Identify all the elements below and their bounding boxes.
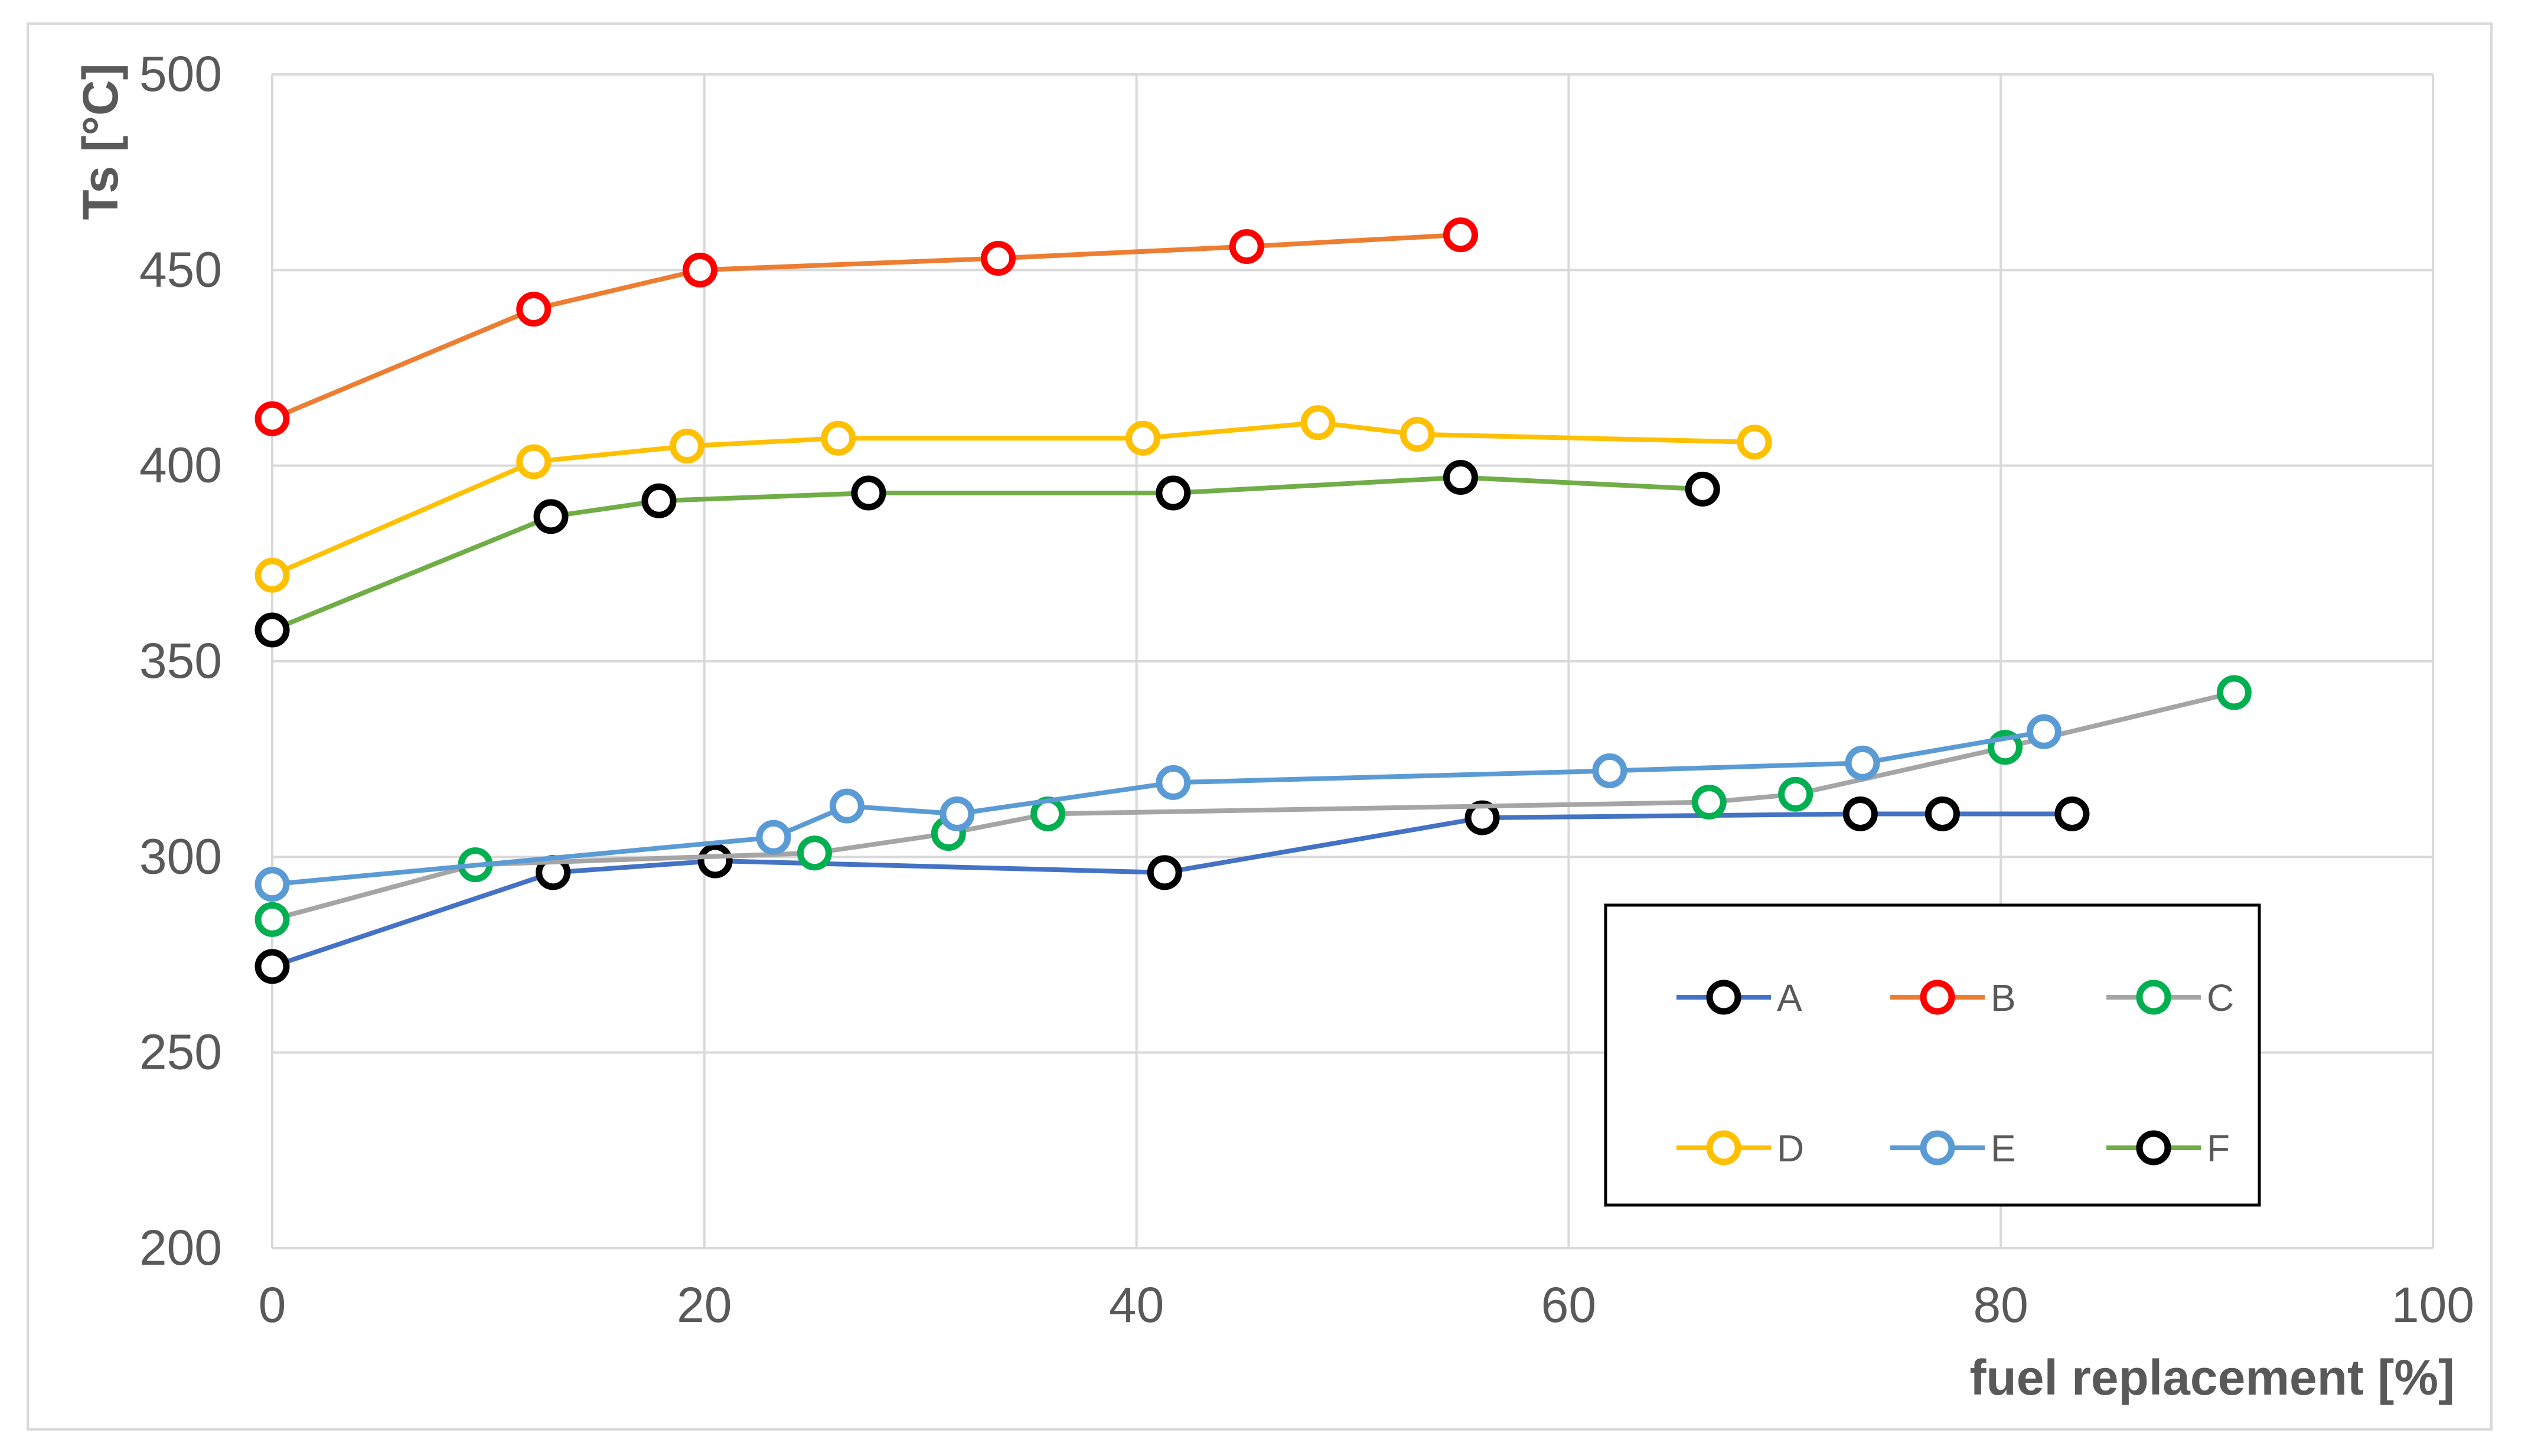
legend-marker	[2136, 980, 2171, 1015]
data-point	[1845, 745, 1880, 781]
data-point	[797, 835, 832, 871]
series-D	[255, 405, 1772, 593]
data-point	[1147, 855, 1182, 890]
data-point	[821, 420, 856, 456]
data-point	[1443, 217, 1478, 253]
legend-label: C	[2207, 977, 2234, 1019]
legend-item: A	[1676, 977, 1802, 1019]
series-line	[271, 420, 1755, 577]
x-axis-title: fuel replacement [%]	[1969, 1350, 2455, 1405]
data-point	[641, 483, 677, 518]
x-tick-label: 60	[1541, 1277, 1596, 1333]
data-point	[1126, 420, 1161, 456]
x-tick-label: 40	[1109, 1277, 1164, 1333]
data-point	[940, 796, 975, 831]
data-point	[255, 401, 290, 436]
x-tick-label: 20	[677, 1277, 732, 1333]
x-tick-label: 100	[2392, 1277, 2474, 1333]
data-point	[1737, 425, 1772, 460]
data-point	[851, 475, 886, 511]
legend-marker	[1706, 980, 1741, 1015]
legend-label: E	[1991, 1127, 2016, 1170]
data-point	[980, 240, 1016, 276]
y-tick-label: 250	[139, 1024, 222, 1080]
data-point	[1842, 796, 1878, 831]
data-point	[255, 902, 290, 937]
data-point	[1156, 475, 1191, 511]
legend-item: E	[1890, 1127, 2016, 1170]
data-point	[1229, 229, 1264, 265]
data-point	[1443, 460, 1478, 495]
data-point	[516, 444, 552, 479]
data-point	[2054, 796, 2090, 831]
legend-label: B	[1991, 977, 2016, 1019]
data-point	[1592, 753, 1627, 789]
series-C	[255, 675, 2252, 937]
data-point	[1300, 405, 1336, 440]
data-point	[516, 292, 552, 327]
y-tick-label: 500	[139, 46, 222, 102]
x-tick-label: 80	[1973, 1277, 2028, 1333]
legend-label: D	[1777, 1127, 1804, 1170]
y-tick-label: 400	[139, 438, 222, 493]
data-point	[756, 820, 791, 855]
x-tick-label: 0	[259, 1277, 286, 1333]
legend-item: D	[1676, 1127, 1804, 1170]
y-tick-label: 300	[139, 828, 222, 884]
data-point	[255, 557, 290, 593]
data-point	[2026, 714, 2061, 749]
data-point	[1924, 796, 1960, 831]
legend-marker	[2136, 1130, 2171, 1166]
y-tick-label: 450	[139, 241, 222, 297]
legend-marker	[1920, 1130, 1955, 1166]
line-chart: 200 250 300 350 400 450 500 0 20 40 60 80 100 Ts [°C…	[73, 46, 2474, 1405]
y-axis-title: Ts [°C]	[73, 63, 128, 220]
legend-item: B	[1890, 977, 2016, 1019]
series-A	[255, 796, 2090, 984]
series-F	[255, 460, 1720, 648]
legend-item: F	[2106, 1127, 2230, 1170]
series-lines	[255, 217, 2252, 984]
y-tick-label: 200	[139, 1220, 222, 1275]
legend-marker	[1706, 1130, 1741, 1166]
legend-item: C	[2106, 977, 2234, 1019]
series-line	[271, 232, 1461, 421]
data-point	[533, 499, 569, 534]
data-point	[255, 867, 290, 902]
data-point	[697, 843, 733, 879]
tick-labels: 200 250 300 350 400 450 500 0 20 40 60 80 100	[139, 46, 2474, 1333]
series-E	[255, 714, 2061, 902]
series-B	[255, 217, 1478, 436]
data-point	[1400, 417, 1435, 452]
grid-lines	[271, 73, 2434, 1249]
data-point	[255, 612, 290, 648]
data-point	[1691, 785, 1727, 820]
data-point	[1464, 800, 1500, 835]
legend-marker	[1920, 980, 1955, 1015]
data-point	[2216, 675, 2252, 710]
data-point	[829, 788, 865, 824]
y-tick-label: 350	[139, 633, 222, 688]
data-point	[670, 429, 705, 464]
chart-frame: 200 250 300 350 400 450 500 0 20 40 60 80 100 Ts [°C…	[27, 22, 2493, 1431]
series-line	[271, 475, 1703, 632]
data-point	[1778, 776, 1813, 812]
data-point	[255, 949, 290, 984]
data-point	[1156, 765, 1191, 800]
data-point	[682, 252, 717, 288]
legend-label: F	[2207, 1127, 2230, 1170]
legend: A B C D E F	[1604, 903, 2261, 1207]
data-point	[1685, 471, 1720, 507]
legend-label: A	[1777, 977, 1802, 1019]
